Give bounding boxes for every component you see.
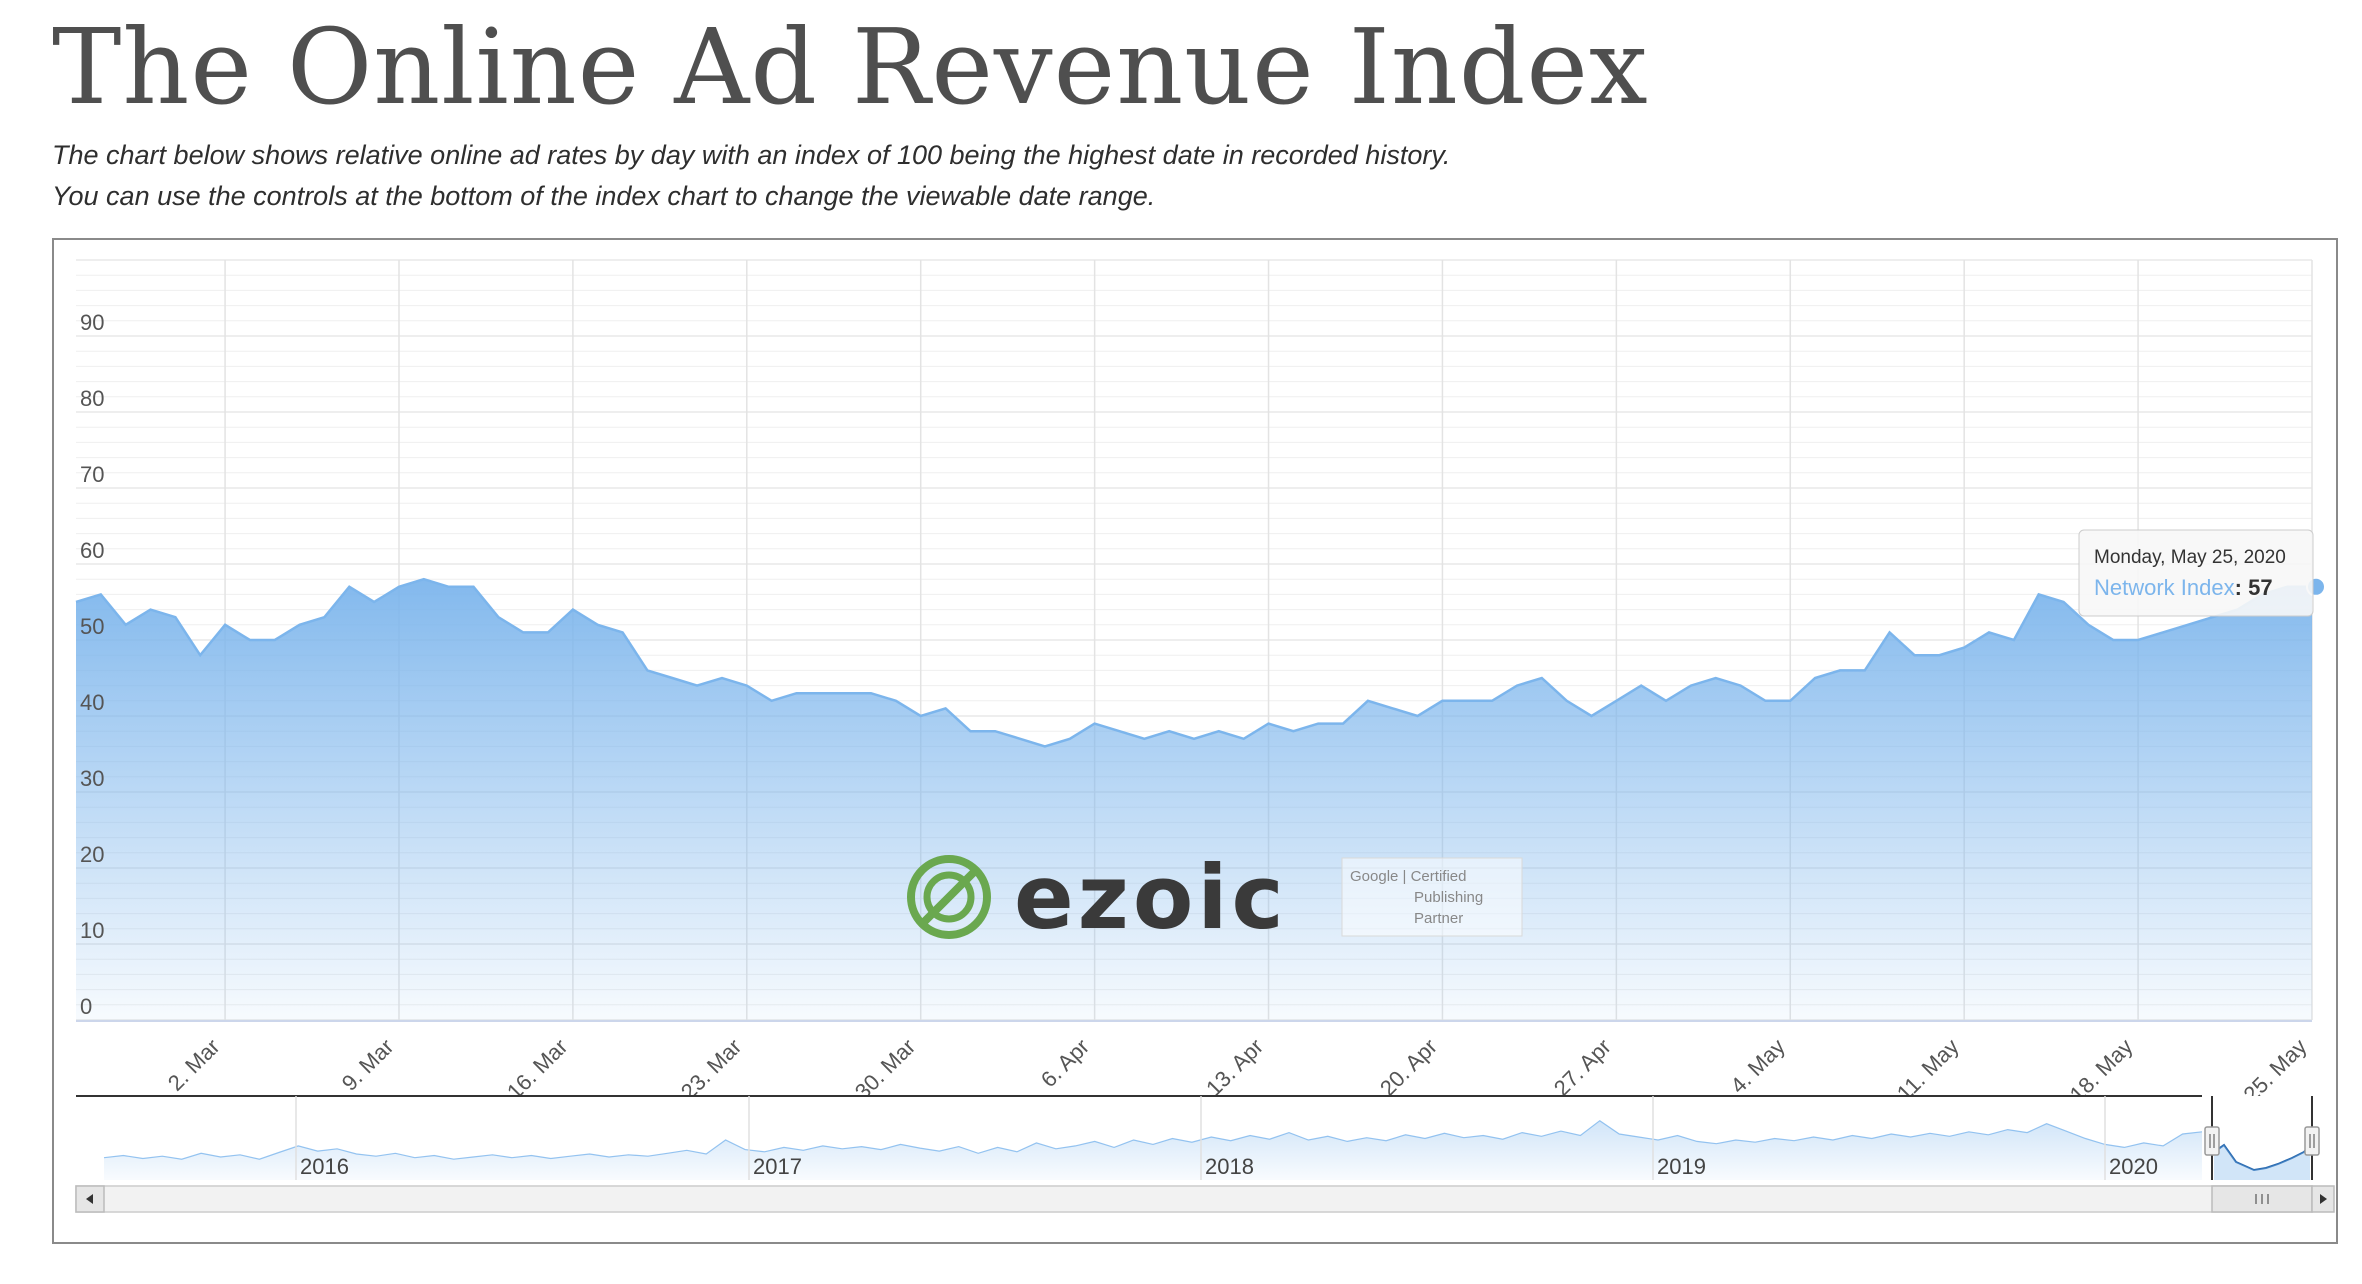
tooltip-box xyxy=(2078,529,2314,617)
navigator-handle-body[interactable] xyxy=(2204,1126,2220,1156)
scroll-right-button[interactable] xyxy=(2311,1185,2335,1213)
ezoic-logo-inner-ring xyxy=(923,871,975,923)
series-area xyxy=(75,576,2326,1020)
navigator-handle-body[interactable] xyxy=(2304,1126,2320,1156)
navigator-year-label: 2020 xyxy=(2109,1154,2158,1179)
navigator-left-handle[interactable] xyxy=(2204,1126,2220,1156)
y-tick-label: 10 xyxy=(80,918,104,943)
x-tick-label: 16. Mar xyxy=(502,1034,572,1104)
y-tick-label: 0 xyxy=(80,994,92,1019)
google-badge-line-2: Publishing xyxy=(1414,889,1483,906)
index-chart: ezoic Google | Certified Publishing Partner… xyxy=(75,259,2335,1213)
tooltip: Monday, May 25, 2020 Network Index: 57 xyxy=(2078,529,2314,617)
scrollbar-thumb[interactable] xyxy=(2211,1185,2313,1213)
y-tick-label: 20 xyxy=(80,842,104,867)
navigator-year-label: 2018 xyxy=(1205,1154,1254,1179)
navigator-right-handle[interactable] xyxy=(2304,1126,2320,1156)
scrollbar-track[interactable] xyxy=(75,1185,2313,1213)
tooltip-series-name: Network Index xyxy=(2094,575,2235,600)
x-tick-label: 2. Mar xyxy=(163,1034,225,1096)
chart-container: ezoic Google | Certified Publishing Partner… xyxy=(52,238,2338,1244)
tooltip-line: Network Index: 57 xyxy=(2094,575,2273,600)
page-description-line-1: The chart below shows relative online ad… xyxy=(52,140,1451,170)
page-title: The Online Ad Revenue Index xyxy=(52,6,1649,128)
x-tick-label: 23. Mar xyxy=(676,1034,746,1104)
x-tick-label: 20. Apr xyxy=(1375,1034,1442,1101)
navigator-window-area xyxy=(2214,1145,2310,1180)
ezoic-logo-ring xyxy=(907,855,991,939)
y-tick-label: 40 xyxy=(80,690,104,715)
y-tick-label: 50 xyxy=(80,614,104,639)
x-tick-label: 9. Mar xyxy=(337,1034,399,1096)
tooltip-value: 57 xyxy=(2248,575,2272,600)
ezoic-logo-text: ezoic xyxy=(1014,846,1288,949)
x-tick-label: 4. May xyxy=(1725,1034,1789,1098)
chevron-left-icon xyxy=(86,1194,93,1204)
x-tick-label: 30. Mar xyxy=(850,1034,920,1104)
navigator-line xyxy=(103,1119,2203,1160)
google-badge-box xyxy=(1341,857,1523,937)
x-tick-label: 6. Apr xyxy=(1036,1034,1094,1092)
x-tick-label: 11. May xyxy=(1892,1034,1964,1106)
google-badge-line-3: Partner xyxy=(1414,910,1463,927)
y-tick-label: 60 xyxy=(80,538,104,563)
navigator-window-line xyxy=(2213,1143,2311,1172)
google-badge-line-1: Google | Certified xyxy=(1350,868,1466,885)
navigator-year-label: 2016 xyxy=(300,1154,349,1179)
page-description-line-2: You can use the controls at the bottom o… xyxy=(52,181,1156,211)
y-tick-label: 30 xyxy=(80,766,104,791)
scroll-left-button[interactable] xyxy=(75,1185,105,1213)
x-tick-label: 13. Apr xyxy=(1201,1034,1268,1101)
x-tick-label: 27. Apr xyxy=(1549,1034,1616,1101)
tooltip-date: Monday, May 25, 2020 xyxy=(2094,547,2286,568)
y-tick-label: 90 xyxy=(80,310,104,335)
y-tick-label: 80 xyxy=(80,386,104,411)
series-line xyxy=(75,577,2312,748)
ezoic-logo-slash xyxy=(918,866,980,928)
scrollbar[interactable] xyxy=(75,1185,2335,1213)
navigator-year-label: 2017 xyxy=(753,1154,802,1179)
navigator[interactable]: 2016 2017 2018 2019 2020 xyxy=(76,1095,2320,1180)
navigator-year-label: 2019 xyxy=(1657,1154,1706,1179)
tooltip-colon: : xyxy=(2235,575,2248,600)
chevron-right-icon xyxy=(2320,1194,2327,1204)
x-tick-label: 25. May xyxy=(2239,1034,2312,1107)
ezoic-watermark: ezoic Google | Certified Publishing Partner xyxy=(907,846,1523,949)
y-tick-label: 70 xyxy=(80,462,104,487)
navigator-window-bg xyxy=(2212,1096,2312,1180)
series-area-fill xyxy=(76,579,2312,1020)
